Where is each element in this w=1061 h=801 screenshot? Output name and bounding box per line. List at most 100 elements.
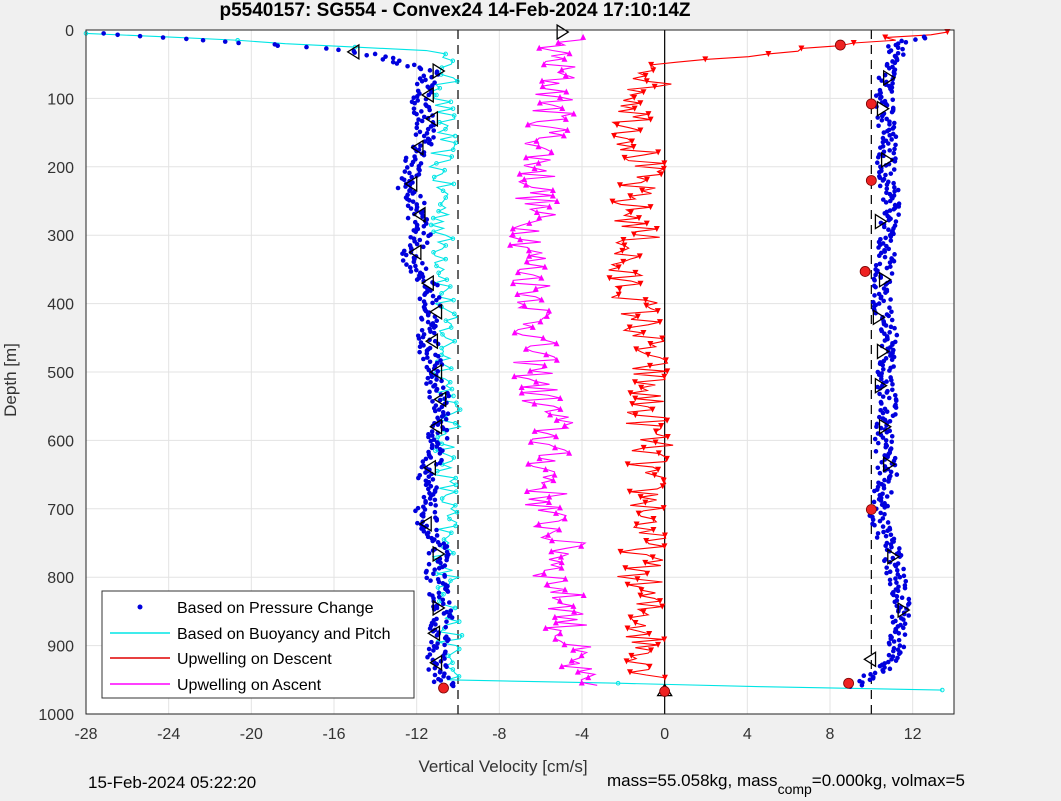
data-point xyxy=(452,421,458,426)
x-tick-label: -12 xyxy=(405,726,428,743)
data-point xyxy=(880,178,886,183)
data-point xyxy=(426,92,432,98)
data-point xyxy=(405,203,411,209)
data-point xyxy=(439,291,444,296)
data-point xyxy=(637,280,644,287)
data-point xyxy=(417,129,423,135)
data-point xyxy=(871,499,877,505)
data-point xyxy=(395,185,401,191)
data-point xyxy=(877,470,883,476)
data-point xyxy=(882,34,889,41)
data-point xyxy=(561,422,568,429)
data-point xyxy=(892,325,897,331)
data-point xyxy=(873,262,879,268)
data-point xyxy=(888,469,894,475)
triangle-marker xyxy=(876,100,890,117)
data-point xyxy=(446,393,452,399)
data-point xyxy=(421,494,427,500)
data-point xyxy=(558,564,565,571)
data-point xyxy=(627,390,634,397)
data-point xyxy=(892,599,898,605)
data-point xyxy=(882,211,888,216)
data-point xyxy=(578,679,585,686)
data-point xyxy=(702,56,709,63)
data-point xyxy=(889,271,895,276)
triangle-marker xyxy=(420,86,434,104)
data-point xyxy=(886,217,892,223)
data-point xyxy=(881,529,886,535)
data-point xyxy=(457,407,463,412)
data-point xyxy=(889,439,895,445)
data-point xyxy=(878,510,883,516)
data-point xyxy=(539,83,546,90)
data-point xyxy=(885,659,891,665)
data-point xyxy=(883,444,889,450)
data-point xyxy=(859,682,865,688)
data-point xyxy=(432,509,438,515)
triangle-marker xyxy=(432,62,446,80)
data-point xyxy=(453,489,459,495)
triangle-marker xyxy=(429,303,443,320)
data-point xyxy=(451,113,457,118)
data-point xyxy=(889,309,894,315)
data-point xyxy=(889,89,895,94)
data-point xyxy=(903,40,909,45)
data-point xyxy=(619,247,626,254)
data-point xyxy=(527,367,534,374)
data-point xyxy=(441,674,446,679)
triangle-marker xyxy=(887,548,901,565)
data-point xyxy=(888,636,894,642)
data-point xyxy=(447,379,453,385)
data-point xyxy=(410,199,416,204)
data-point xyxy=(632,620,639,627)
data-point xyxy=(649,554,656,561)
data-point xyxy=(881,485,887,491)
y-tick-label: 700 xyxy=(47,502,74,519)
data-point xyxy=(438,202,443,207)
data-point xyxy=(444,619,449,624)
data-point xyxy=(872,278,877,283)
data-point xyxy=(429,141,434,147)
data-point xyxy=(236,40,241,46)
data-point xyxy=(438,358,443,363)
timestamp: 15-Feb-2024 05:22:20 xyxy=(88,773,257,792)
data-point xyxy=(884,186,890,191)
data-point xyxy=(522,345,529,352)
data-point xyxy=(883,438,889,443)
data-point xyxy=(585,674,592,681)
data-point xyxy=(892,159,898,164)
data-point xyxy=(646,663,653,670)
tick-labels: -28 -24 -20 -16 -12 -8 -4 0 4 8 12 0 100 200 300 400 500… xyxy=(38,23,921,743)
data-point xyxy=(881,669,886,674)
data-point xyxy=(531,400,538,407)
data-point xyxy=(887,581,893,587)
data-point xyxy=(617,548,624,555)
data-point xyxy=(628,652,635,659)
data-point xyxy=(891,120,897,126)
data-point xyxy=(883,290,888,295)
data-point xyxy=(648,647,655,654)
data-point xyxy=(541,570,548,577)
data-point xyxy=(892,189,897,194)
data-point xyxy=(892,60,898,66)
data-point xyxy=(380,57,386,62)
data-point xyxy=(913,37,918,42)
data-point xyxy=(883,543,888,549)
data-point xyxy=(886,313,891,319)
data-point xyxy=(414,207,419,213)
x-tick-label: -28 xyxy=(74,726,97,743)
data-point xyxy=(411,62,417,68)
data-point xyxy=(875,440,881,446)
data-point xyxy=(542,624,549,631)
data-point xyxy=(875,531,881,536)
data-point xyxy=(101,31,106,36)
data-point xyxy=(890,97,896,103)
triangle-marker xyxy=(863,651,877,668)
data-point xyxy=(905,602,911,607)
data-point xyxy=(765,50,772,57)
data-point xyxy=(626,488,633,495)
data-point xyxy=(364,53,369,58)
data-point xyxy=(438,560,443,566)
data-point xyxy=(896,651,902,657)
data-point xyxy=(424,240,430,246)
